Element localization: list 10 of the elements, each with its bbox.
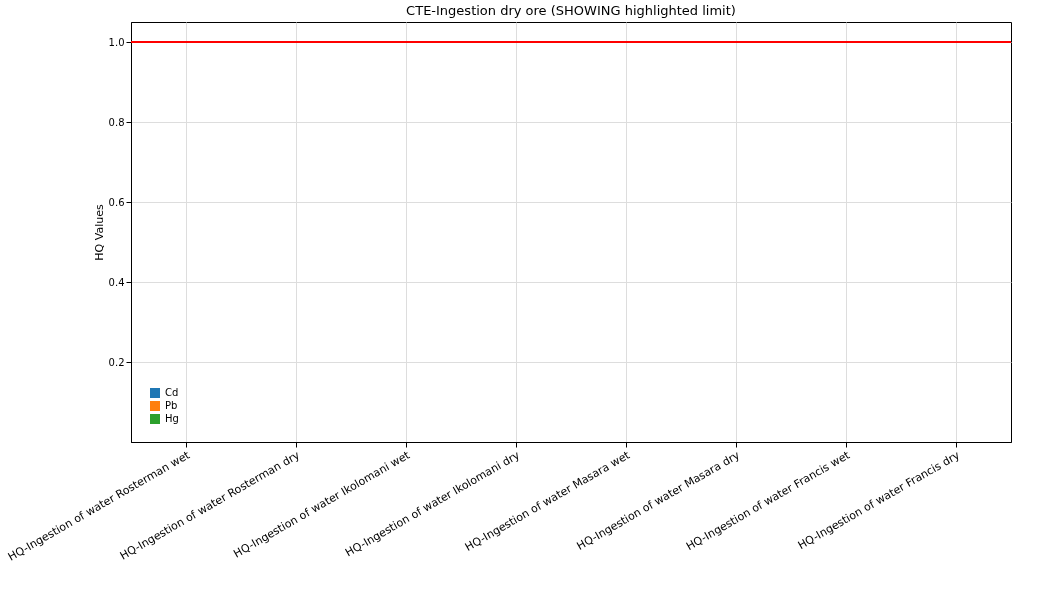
y-tick-label: 0.4 bbox=[108, 276, 125, 288]
legend-label: Hg bbox=[165, 413, 179, 424]
legend-label: Pb bbox=[165, 400, 178, 411]
y-tick-label: 0.8 bbox=[108, 116, 125, 128]
legend-label: Cd bbox=[165, 387, 179, 398]
chart-title: CTE-Ingestion dry ore (SHOWING highlighted limit) bbox=[406, 3, 736, 18]
y-tick-label: 1.0 bbox=[108, 36, 125, 48]
y-axis-title: HQ Values bbox=[92, 204, 106, 261]
y-tick-label: 0.2 bbox=[108, 356, 125, 368]
y-tick-label: 0.6 bbox=[108, 196, 125, 208]
